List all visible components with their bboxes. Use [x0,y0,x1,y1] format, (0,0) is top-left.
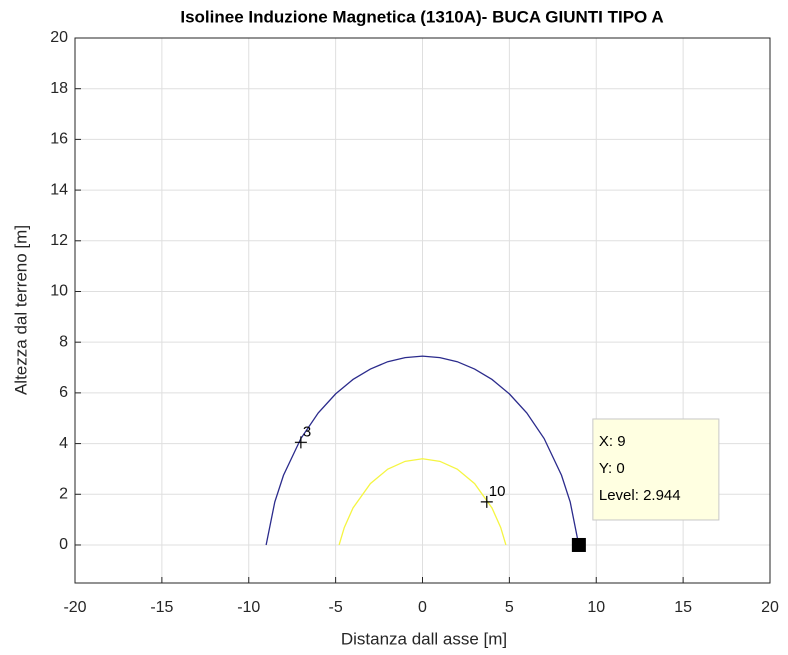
datatip-line: Y: 0 [599,460,625,477]
datatip-line: Level: 2.944 [599,487,681,504]
x-tick-label: -15 [150,599,173,616]
y-tick-label: 8 [59,333,68,350]
x-tick-label: -10 [237,599,260,616]
datatip-line: X: 9 [599,433,626,450]
y-tick-label: 20 [50,29,68,46]
contour-label-marker [294,436,307,449]
y-tick-label: 12 [50,232,68,249]
y-tick-label: 4 [59,435,68,452]
x-tick-label: -20 [63,599,86,616]
datatip-box [592,418,720,521]
y-axis-label: Altezza dal terreno [m] [11,225,30,395]
y-tick-label: 2 [59,485,68,502]
y-tick-label: 16 [50,131,68,148]
y-tick-label: 18 [50,80,68,97]
contour-line [265,355,579,546]
x-axis-label: Distanza dall asse [m] [341,629,507,648]
y-tick-label: 10 [50,283,68,300]
contour-label: 10 [489,483,506,500]
contour-line [338,458,507,546]
chart-title: Isolinee Induzione Magnetica (1310A)- BU… [180,7,663,26]
x-tick-label: 0 [418,599,427,616]
contour-label: 3 [303,423,311,440]
contour-label-marker [480,495,493,508]
x-tick-label: 5 [505,599,514,616]
y-tick-label: 14 [50,181,68,198]
x-tick-label: 10 [587,599,605,616]
y-tick-label: 6 [59,384,68,401]
datatip-marker [571,537,586,552]
axes-box [74,37,771,584]
x-tick-label: 20 [761,599,779,616]
x-tick-label: 15 [674,599,692,616]
y-tick-label: 0 [59,536,68,553]
x-tick-label: -5 [329,599,343,616]
